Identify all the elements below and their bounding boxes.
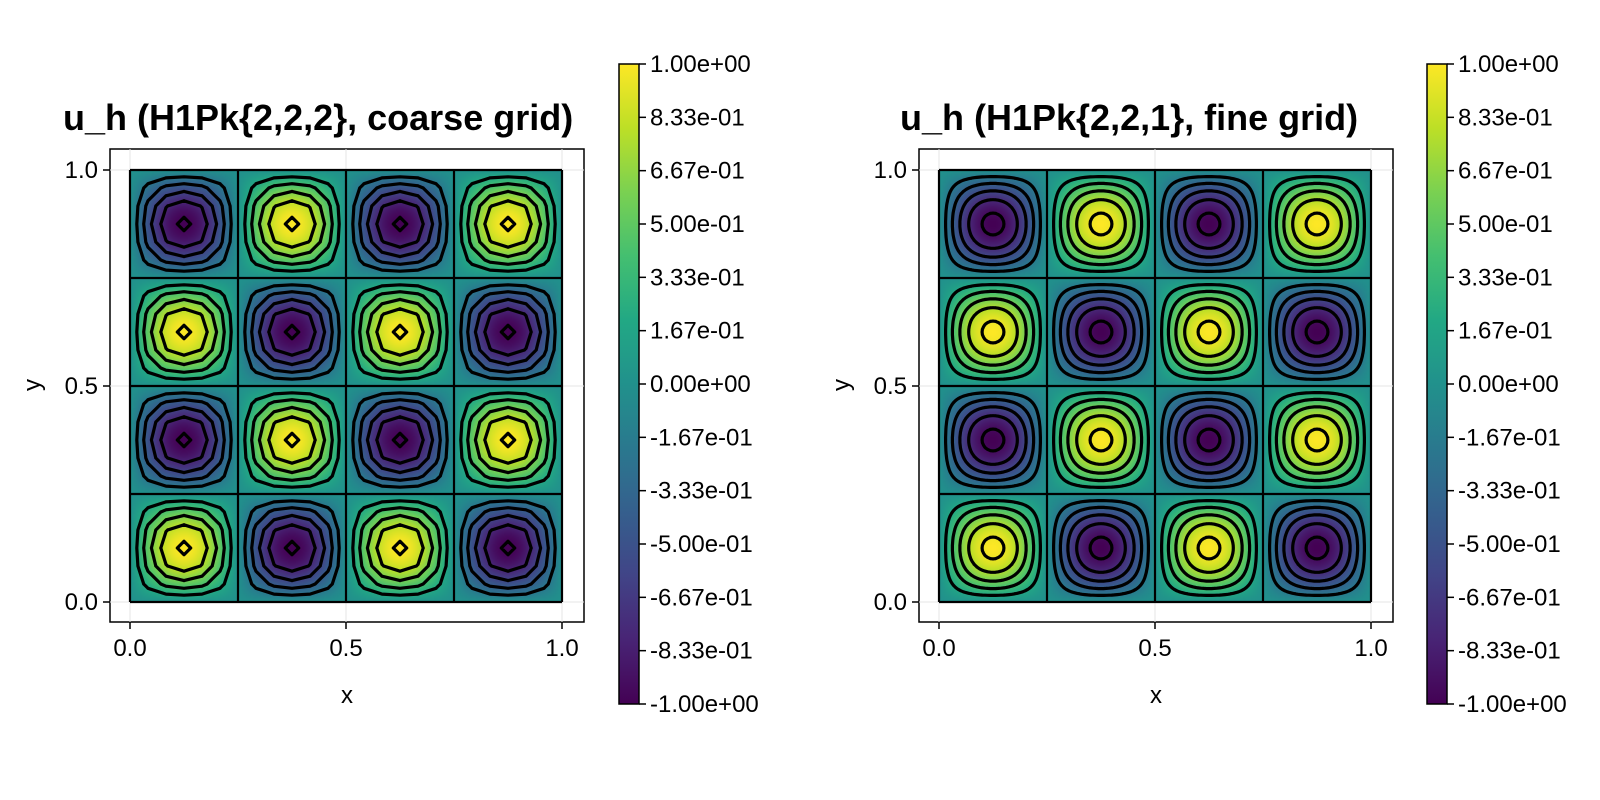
contour-line	[967, 198, 1343, 574]
colorbar-tick-label: 5.00e-01	[650, 211, 745, 238]
colorbar-tick-label: -5.00e-01	[1458, 531, 1561, 558]
colorbar-gradient	[1426, 63, 1448, 705]
chart-title: u_h (H1Pk{2,2,1}, fine grid)	[900, 97, 1358, 138]
colorbar-tick-label: 5.00e-01	[1458, 211, 1553, 238]
contour-line	[149, 189, 543, 583]
contour-line	[175, 215, 517, 557]
contour-line	[142, 182, 550, 590]
mesh-edges	[937, 168, 1373, 604]
colorbar-tick-label: -6.67e-01	[1458, 584, 1561, 611]
colorbar-tick-label: -1.00e+00	[650, 691, 759, 718]
contour-line	[958, 189, 1352, 583]
x-tick-label: 0.0	[922, 635, 955, 662]
contour-line	[950, 181, 1360, 591]
panel-coarse-grid: u_h (H1Pk{2,2,2}, coarse grid) 0.0 0.5 1.0…	[19, 51, 759, 718]
contour-line	[149, 189, 543, 583]
x-axis-label: x	[341, 682, 353, 709]
contour-line	[980, 211, 1330, 561]
colorbar-tick-label: -1.67e-01	[650, 424, 753, 451]
y-tick-label: 0.0	[65, 589, 98, 616]
contour-line	[950, 181, 1360, 591]
contour-line	[135, 175, 557, 597]
colorbar-tick-label: -8.33e-01	[1458, 638, 1561, 665]
contour-line	[135, 175, 557, 597]
colorbar-tick-label: -8.33e-01	[650, 638, 753, 665]
mesh-edges	[128, 168, 564, 604]
y-tick-label: 0.0	[874, 589, 907, 616]
contour-line	[958, 189, 1352, 583]
colorbar-tick-label: 3.33e-01	[650, 264, 745, 291]
y-tick-label: 1.0	[874, 157, 907, 184]
y-axis-label: y	[828, 379, 855, 391]
contour-line	[944, 175, 1366, 597]
y-tick-label: 1.0	[65, 157, 98, 184]
chart-title: u_h (H1Pk{2,2,2}, coarse grid)	[63, 97, 573, 138]
panel-fine-grid: u_h (H1Pk{2,2,1}, fine grid) 0.0 0.5 1.00.…	[828, 51, 1567, 718]
contour-line	[944, 175, 1366, 597]
colorbar-tick-label: 6.67e-01	[650, 158, 745, 185]
colorbar-tick-label: 3.33e-01	[1458, 264, 1553, 291]
colorbar-tick-label: -1.67e-01	[1458, 424, 1561, 451]
x-axis-label: x	[1150, 682, 1162, 709]
colorbar: 1.00e+00 8.33e-01 6.67e-01 5.00e-01 3.33e-01…	[1426, 51, 1567, 718]
contour-lines	[944, 175, 1366, 597]
x-tick-label: 0.5	[1138, 635, 1171, 662]
colorbar-tick-label: 8.33e-01	[1458, 104, 1553, 131]
colorbar-tick-label: -3.33e-01	[650, 478, 753, 505]
colorbar-tick-label: 1.67e-01	[650, 318, 745, 345]
y-tick-label: 0.5	[874, 373, 907, 400]
contour-lines	[135, 175, 557, 597]
colorbar-tick-label: -6.67e-01	[650, 584, 753, 611]
x-tick-label: 0.0	[113, 635, 146, 662]
contour-line	[159, 199, 533, 573]
colorbar-tick-label: 8.33e-01	[650, 104, 745, 131]
axis-ticks: 0.0 0.5 1.0 0.0 0.5 1.0	[65, 157, 579, 662]
contour-line	[967, 198, 1343, 574]
contour-line	[142, 182, 550, 590]
colorbar-tick-label: 1.00e+00	[650, 51, 751, 78]
y-tick-label: 0.5	[65, 373, 98, 400]
x-tick-label: 0.5	[329, 635, 362, 662]
axis-ticks: 0.0 0.5 1.0 0.0 0.5 1.0	[874, 157, 1388, 662]
colorbar: 1.00e+00 8.33e-01 6.67e-01 5.00e-01 3.33e-01…	[618, 51, 759, 718]
contour-line	[159, 199, 533, 573]
colorbar-tick-label: 1.67e-01	[1458, 318, 1553, 345]
colorbar-gradient	[618, 63, 640, 705]
colorbar-tick-label: -3.33e-01	[1458, 478, 1561, 505]
y-axis-label: y	[19, 379, 46, 391]
colorbar-tick-label: 1.00e+00	[1458, 51, 1559, 78]
contour-line	[175, 215, 517, 557]
contour-line	[980, 211, 1330, 561]
colorbar-tick-label: 0.00e+00	[1458, 371, 1559, 398]
colorbar-tick-label: -1.00e+00	[1458, 691, 1567, 718]
colorbar-tick-label: 0.00e+00	[650, 371, 751, 398]
colorbar-tick-label: 6.67e-01	[1458, 158, 1553, 185]
x-tick-label: 1.0	[545, 635, 578, 662]
x-tick-label: 1.0	[1354, 635, 1387, 662]
colorbar-tick-label: -5.00e-01	[650, 531, 753, 558]
